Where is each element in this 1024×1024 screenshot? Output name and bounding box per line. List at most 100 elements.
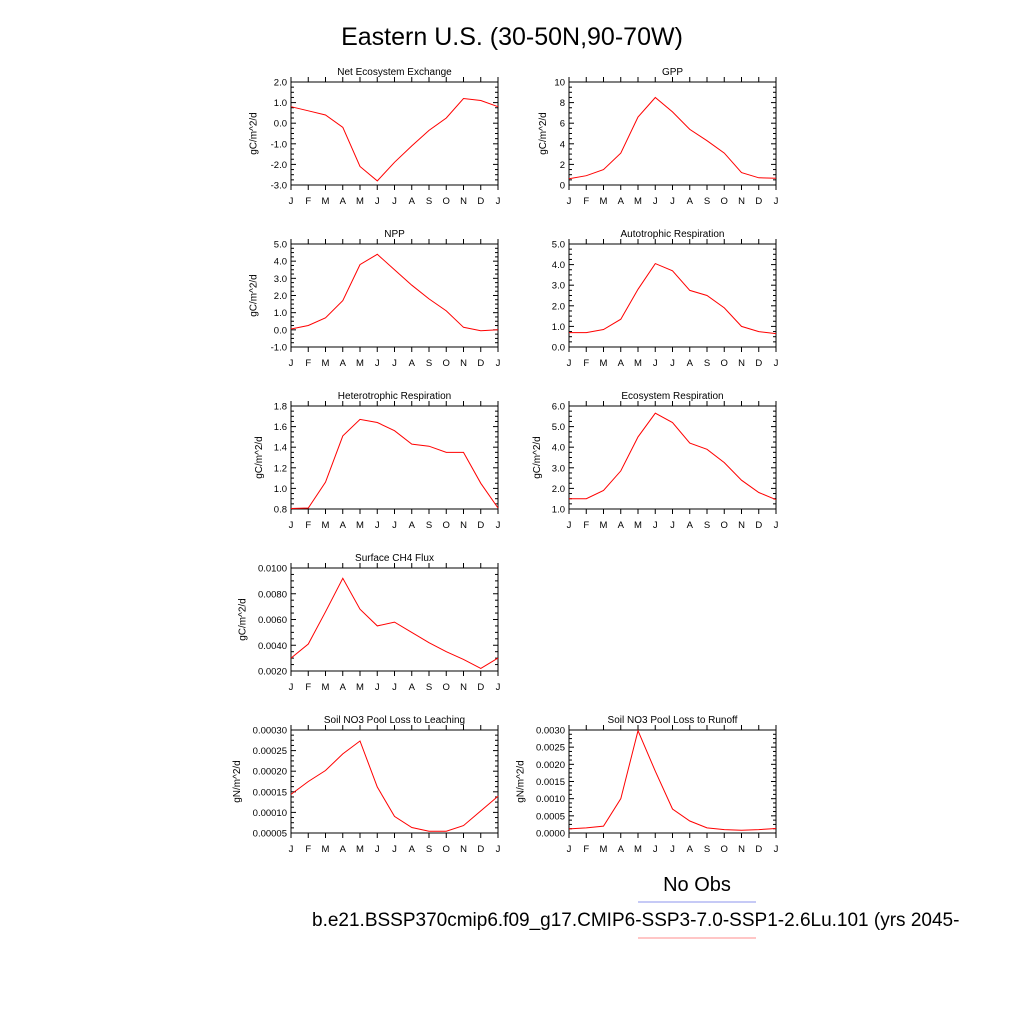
x-tick-label: J — [774, 196, 779, 207]
plot-frame — [568, 405, 777, 510]
x-tick-label: A — [409, 196, 416, 207]
panel-ecosystem-respiration: Ecosystem Respiration6.05.04.03.02.01.0J… — [532, 391, 778, 531]
x-tick-label: F — [583, 196, 589, 207]
x-tick-label: J — [496, 520, 501, 531]
x-tick-label: J — [567, 196, 572, 207]
plot-frame — [568, 243, 777, 348]
y-tick-label: 1.0 — [552, 322, 565, 333]
x-tick-label: A — [340, 196, 347, 207]
x-tick-label: F — [583, 520, 589, 531]
x-tick-label: O — [721, 358, 728, 369]
panel-soil-no3-pool-loss-to-leaching: Soil NO3 Pool Loss to Leaching 0.00030 0.0… — [232, 715, 501, 855]
y-tick-label: 0.0040 — [258, 641, 287, 652]
y-tick-label: 4.0 — [552, 443, 565, 454]
x-tick-label: D — [755, 844, 762, 855]
x-tick-label: J — [670, 520, 675, 531]
x-tick-label: J — [375, 844, 380, 855]
x-tick-label: J — [496, 682, 501, 693]
x-tick-label: O — [443, 844, 450, 855]
y-tick-label: 0.00030 — [253, 726, 287, 737]
x-tick-label: D — [477, 358, 484, 369]
plot-frame — [568, 81, 777, 186]
x-tick-label: M — [634, 196, 642, 207]
x-tick-label: J — [289, 358, 294, 369]
x-tick-label: M — [634, 520, 642, 531]
x-tick-label: J — [496, 358, 501, 369]
x-tick-label: A — [340, 682, 347, 693]
x-tick-label: N — [460, 358, 467, 369]
x-tick-label: O — [721, 844, 728, 855]
y-tick-label: 1.8 — [274, 402, 287, 413]
y-tick-label: 0.00025 — [253, 746, 287, 757]
y-tick-label: 0.0005 — [536, 811, 565, 822]
x-tick-label: N — [738, 520, 745, 531]
y-tick-label: 3.0 — [552, 281, 565, 292]
y-tick-label: 4.0 — [274, 257, 287, 268]
x-tick-label: M — [322, 358, 330, 369]
x-tick-label: S — [426, 844, 432, 855]
y-tick-label: 0.0025 — [536, 743, 565, 754]
legend-obs-label: No Obs — [663, 874, 731, 896]
x-tick-label: J — [653, 520, 658, 531]
y-tick-label: 0.0100 — [258, 564, 287, 575]
x-tick-label: J — [375, 682, 380, 693]
x-tick-label: M — [634, 844, 642, 855]
x-tick-label: J — [670, 358, 675, 369]
x-tick-label: M — [600, 358, 608, 369]
x-tick-label: J — [392, 682, 397, 693]
x-tick-label: M — [322, 520, 330, 531]
x-tick-label: A — [618, 844, 625, 855]
x-tick-label: S — [426, 196, 432, 207]
x-tick-label: D — [477, 682, 484, 693]
x-tick-label: A — [687, 520, 694, 531]
x-tick-label: F — [305, 682, 311, 693]
x-tick-label: M — [322, 844, 330, 855]
x-tick-label: F — [305, 520, 311, 531]
x-tick-label: D — [755, 196, 762, 207]
x-tick-label: J — [567, 358, 572, 369]
x-tick-label: A — [409, 682, 416, 693]
y-tick-label: 0.0060 — [258, 615, 287, 626]
x-tick-label: J — [774, 844, 779, 855]
series-line — [569, 262, 777, 335]
y-tick-label: 2.0 — [552, 484, 565, 495]
plot-frame — [568, 729, 777, 834]
x-tick-label: M — [356, 844, 364, 855]
x-tick-label: F — [583, 358, 589, 369]
panel-title: Net Ecosystem Exchange — [337, 67, 452, 78]
x-tick-label: F — [305, 358, 311, 369]
y-tick-label: 5.0 — [552, 240, 565, 251]
x-tick-label: J — [289, 682, 294, 693]
series-line — [290, 253, 499, 332]
y-tick-label: 1.0 — [274, 484, 287, 495]
y-tick-label: 0.0080 — [258, 589, 287, 600]
x-tick-label: O — [721, 520, 728, 531]
y-tick-label: 2.0 — [274, 291, 287, 302]
x-tick-label: M — [600, 520, 608, 531]
x-tick-label: O — [443, 196, 450, 207]
y-tick-label: 1.0 — [274, 308, 287, 319]
x-tick-label: S — [704, 520, 710, 531]
y-tick-label: 4.0 — [552, 260, 565, 271]
x-tick-label: J — [567, 844, 572, 855]
y-axis-label: gC/m^2/d — [532, 436, 543, 479]
x-tick-label: S — [426, 682, 432, 693]
y-tick-label: 4 — [560, 139, 565, 150]
panel-autotrophic-respiration: Autotrophic Respiration 5.0 4.0 3.0 2.0 1.0 0.… — [552, 229, 779, 369]
x-tick-label: M — [356, 196, 364, 207]
y-tick-label: 3.0 — [274, 274, 287, 285]
y-tick-label: -1.0 — [271, 343, 287, 354]
x-tick-label: M — [600, 844, 608, 855]
x-tick-label: A — [340, 844, 347, 855]
y-tick-label: -1.0 — [271, 139, 287, 150]
panel-title: NPP — [384, 229, 405, 240]
panel-title: Heterotrophic Respiration — [338, 391, 451, 402]
x-tick-label: J — [375, 520, 380, 531]
y-tick-label: 2 — [560, 160, 565, 171]
x-tick-label: J — [392, 358, 397, 369]
panel-net-ecosystem-exchange: Net Ecosystem Exchange 2.0 1.0 0.0 -1.0 -2.0 -… — [249, 67, 501, 207]
x-tick-label: N — [460, 844, 467, 855]
y-tick-label: 0.0020 — [536, 760, 565, 771]
x-tick-label: A — [687, 844, 694, 855]
